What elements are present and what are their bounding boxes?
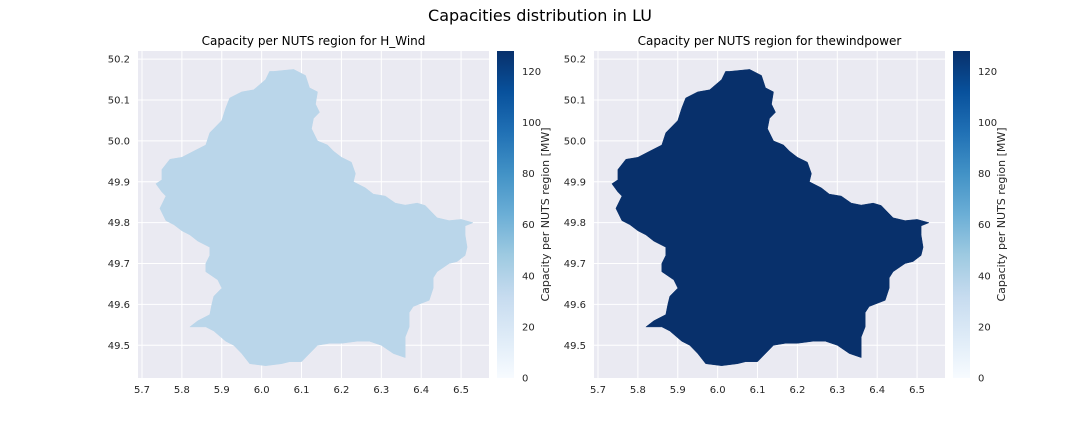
y-tick-label: 50.2 [564, 55, 586, 66]
x-tick-label: 6.4 [869, 385, 885, 396]
colorbar-tick-label: 120 [978, 67, 997, 78]
colorbar-tick-label: 60 [522, 220, 535, 231]
y-tick-label: 49.9 [108, 177, 130, 188]
y-tick-label: 49.8 [564, 218, 586, 229]
panel-title: Capacity per NUTS region for H_Wind [202, 34, 426, 48]
x-tick-label: 5.8 [630, 385, 646, 396]
colorbar-tick-label: 100 [522, 118, 541, 129]
colorbar-tick-label: 20 [522, 322, 535, 333]
y-tick-label: 49.5 [108, 341, 130, 352]
x-tick-label: 5.8 [174, 385, 190, 396]
y-tick-label: 49.5 [564, 341, 586, 352]
region-polygon-lu [611, 69, 930, 366]
colorbar-label: Capacity per NUTS region [MW] [995, 127, 1008, 301]
x-tick-label: 6.0 [710, 385, 726, 396]
x-tick-label: 6.1 [750, 385, 766, 396]
y-tick-label: 50.0 [564, 136, 586, 147]
colorbar [953, 51, 970, 378]
y-tick-label: 49.8 [108, 218, 130, 229]
x-tick-label: 6.4 [413, 385, 429, 396]
colorbar-tick-label: 120 [522, 67, 541, 78]
y-tick-label: 50.1 [564, 96, 586, 107]
x-tick-label: 6.0 [254, 385, 270, 396]
x-tick-label: 5.9 [214, 385, 230, 396]
x-tick-label: 6.3 [373, 385, 389, 396]
x-tick-label: 5.9 [670, 385, 686, 396]
colorbar-tick-label: 60 [978, 220, 991, 231]
x-tick-label: 5.7 [134, 385, 150, 396]
y-tick-label: 49.6 [108, 300, 130, 311]
y-tick-label: 49.7 [108, 259, 130, 270]
y-tick-label: 50.1 [108, 96, 130, 107]
colorbar-tick-label: 20 [978, 322, 991, 333]
x-tick-label: 6.2 [789, 385, 805, 396]
y-tick-label: 49.7 [564, 259, 586, 270]
figure-title: Capacities distribution in LU [428, 6, 652, 25]
colorbar-tick-label: 0 [522, 374, 528, 385]
x-tick-label: 6.5 [909, 385, 925, 396]
y-tick-label: 50.2 [108, 55, 130, 66]
map-panels: 5.7 5.8 5.9 6.0 6.1 6.2 6.3 6.4 6.5 49.5 49.6 49.7 4… [108, 34, 1008, 396]
y-tick-label: 49.9 [564, 177, 586, 188]
colorbar-tick-label: 40 [978, 271, 991, 282]
map-panel: 5.7 5.8 5.9 6.0 6.1 6.2 6.3 6.4 6.5 49.5 49.6 49.7 4… [564, 34, 1008, 396]
x-tick-label: 5.7 [590, 385, 606, 396]
map-panel: 5.7 5.8 5.9 6.0 6.1 6.2 6.3 6.4 6.5 49.5 49.6 49.7 4… [108, 34, 552, 396]
colorbar-tick-label: 0 [978, 374, 984, 385]
colorbar-tick-label: 100 [978, 118, 997, 129]
colorbar [497, 51, 514, 378]
colorbar-tick-label: 80 [978, 169, 991, 180]
x-tick-label: 6.5 [453, 385, 469, 396]
y-tick-label: 49.6 [564, 300, 586, 311]
panel-title: Capacity per NUTS region for thewindpowe… [638, 34, 902, 48]
x-tick-label: 6.1 [294, 385, 310, 396]
colorbar-label: Capacity per NUTS region [MW] [539, 127, 552, 301]
region-polygon-lu [155, 69, 474, 366]
y-tick-label: 50.0 [108, 136, 130, 147]
x-tick-label: 6.3 [829, 385, 845, 396]
x-tick-label: 6.2 [333, 385, 349, 396]
colorbar-tick-label: 80 [522, 169, 535, 180]
colorbar-tick-label: 40 [522, 271, 535, 282]
